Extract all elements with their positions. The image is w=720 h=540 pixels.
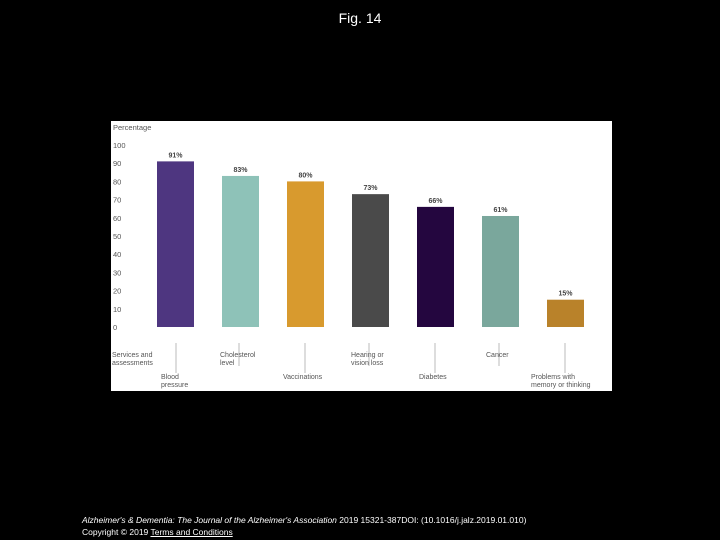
copyright-text: Copyright © 2019 [82,527,151,537]
y-tick-label: 10 [113,305,121,314]
figure-title: Fig. 14 [338,10,382,26]
bar-chart: Percentage100908070605040302010091%83%80… [112,123,591,389]
x-axis-label-top: assessments [112,360,153,367]
y-axis-label: Percentage [113,123,151,132]
bar-value-label: 80% [298,172,313,179]
x-axis-label-top: vision loss [351,360,384,367]
citation-line: Alzheimer's & Dementia: The Journal of t… [82,514,526,526]
y-tick-label: 20 [113,287,121,296]
x-axis-label-bottom: Vaccinations [283,374,323,381]
footer: Alzheimer's & Dementia: The Journal of t… [82,514,526,538]
x-axis-label-bottom: pressure [161,382,188,389]
x-axis-label-top: Cancer [486,352,509,359]
x-axis-label-bottom: Blood [161,374,179,381]
x-axis-label-top: Services and [112,352,153,359]
bar-value-label: 83% [233,167,248,174]
bar-value-label: 15% [558,291,573,298]
bar-5 [417,206,454,327]
x-axis-label-bottom: Diabetes [419,374,447,381]
y-tick-label: 50 [113,232,121,241]
citation-text: 2019 15321-387DOI: (10.1016/j.jalz.2019.… [336,515,527,525]
y-tick-label: 40 [113,250,121,259]
bar-1 [157,161,194,327]
copyright-line: Copyright © 2019 Terms and Conditions [82,526,526,538]
y-tick-label: 60 [113,214,121,223]
bar-6 [482,215,519,327]
bar-value-label: 66% [428,198,443,205]
y-tick-label: 0 [113,323,117,332]
y-tick-label: 30 [113,268,121,277]
bar-4 [352,194,389,327]
bar-value-label: 61% [493,207,508,214]
y-tick-label: 70 [113,196,121,205]
y-tick-label: 90 [113,159,121,168]
bar-value-label: 73% [363,185,378,192]
y-tick-label: 80 [113,177,121,186]
x-axis-label-top: Cholesterol [220,352,256,359]
bar-7 [547,299,584,327]
x-axis-label-bottom: Problems with [531,374,575,381]
bar-2 [222,175,259,327]
terms-link[interactable]: Terms and Conditions [150,527,233,537]
journal-name: Alzheimer's & Dementia: The Journal of t… [82,515,337,525]
bar-3 [287,181,324,327]
x-axis-label-top: level [220,360,235,367]
bar-value-label: 91% [168,152,183,159]
x-axis-label-top: Hearing or [351,352,384,359]
chart-panel: Percentage 100 90 80 70 60 50 40 30 20 10 0 91% 83% 80… [111,121,612,391]
y-tick-label: 100 [113,141,126,150]
x-axis-label-bottom: memory or thinking [531,382,591,389]
